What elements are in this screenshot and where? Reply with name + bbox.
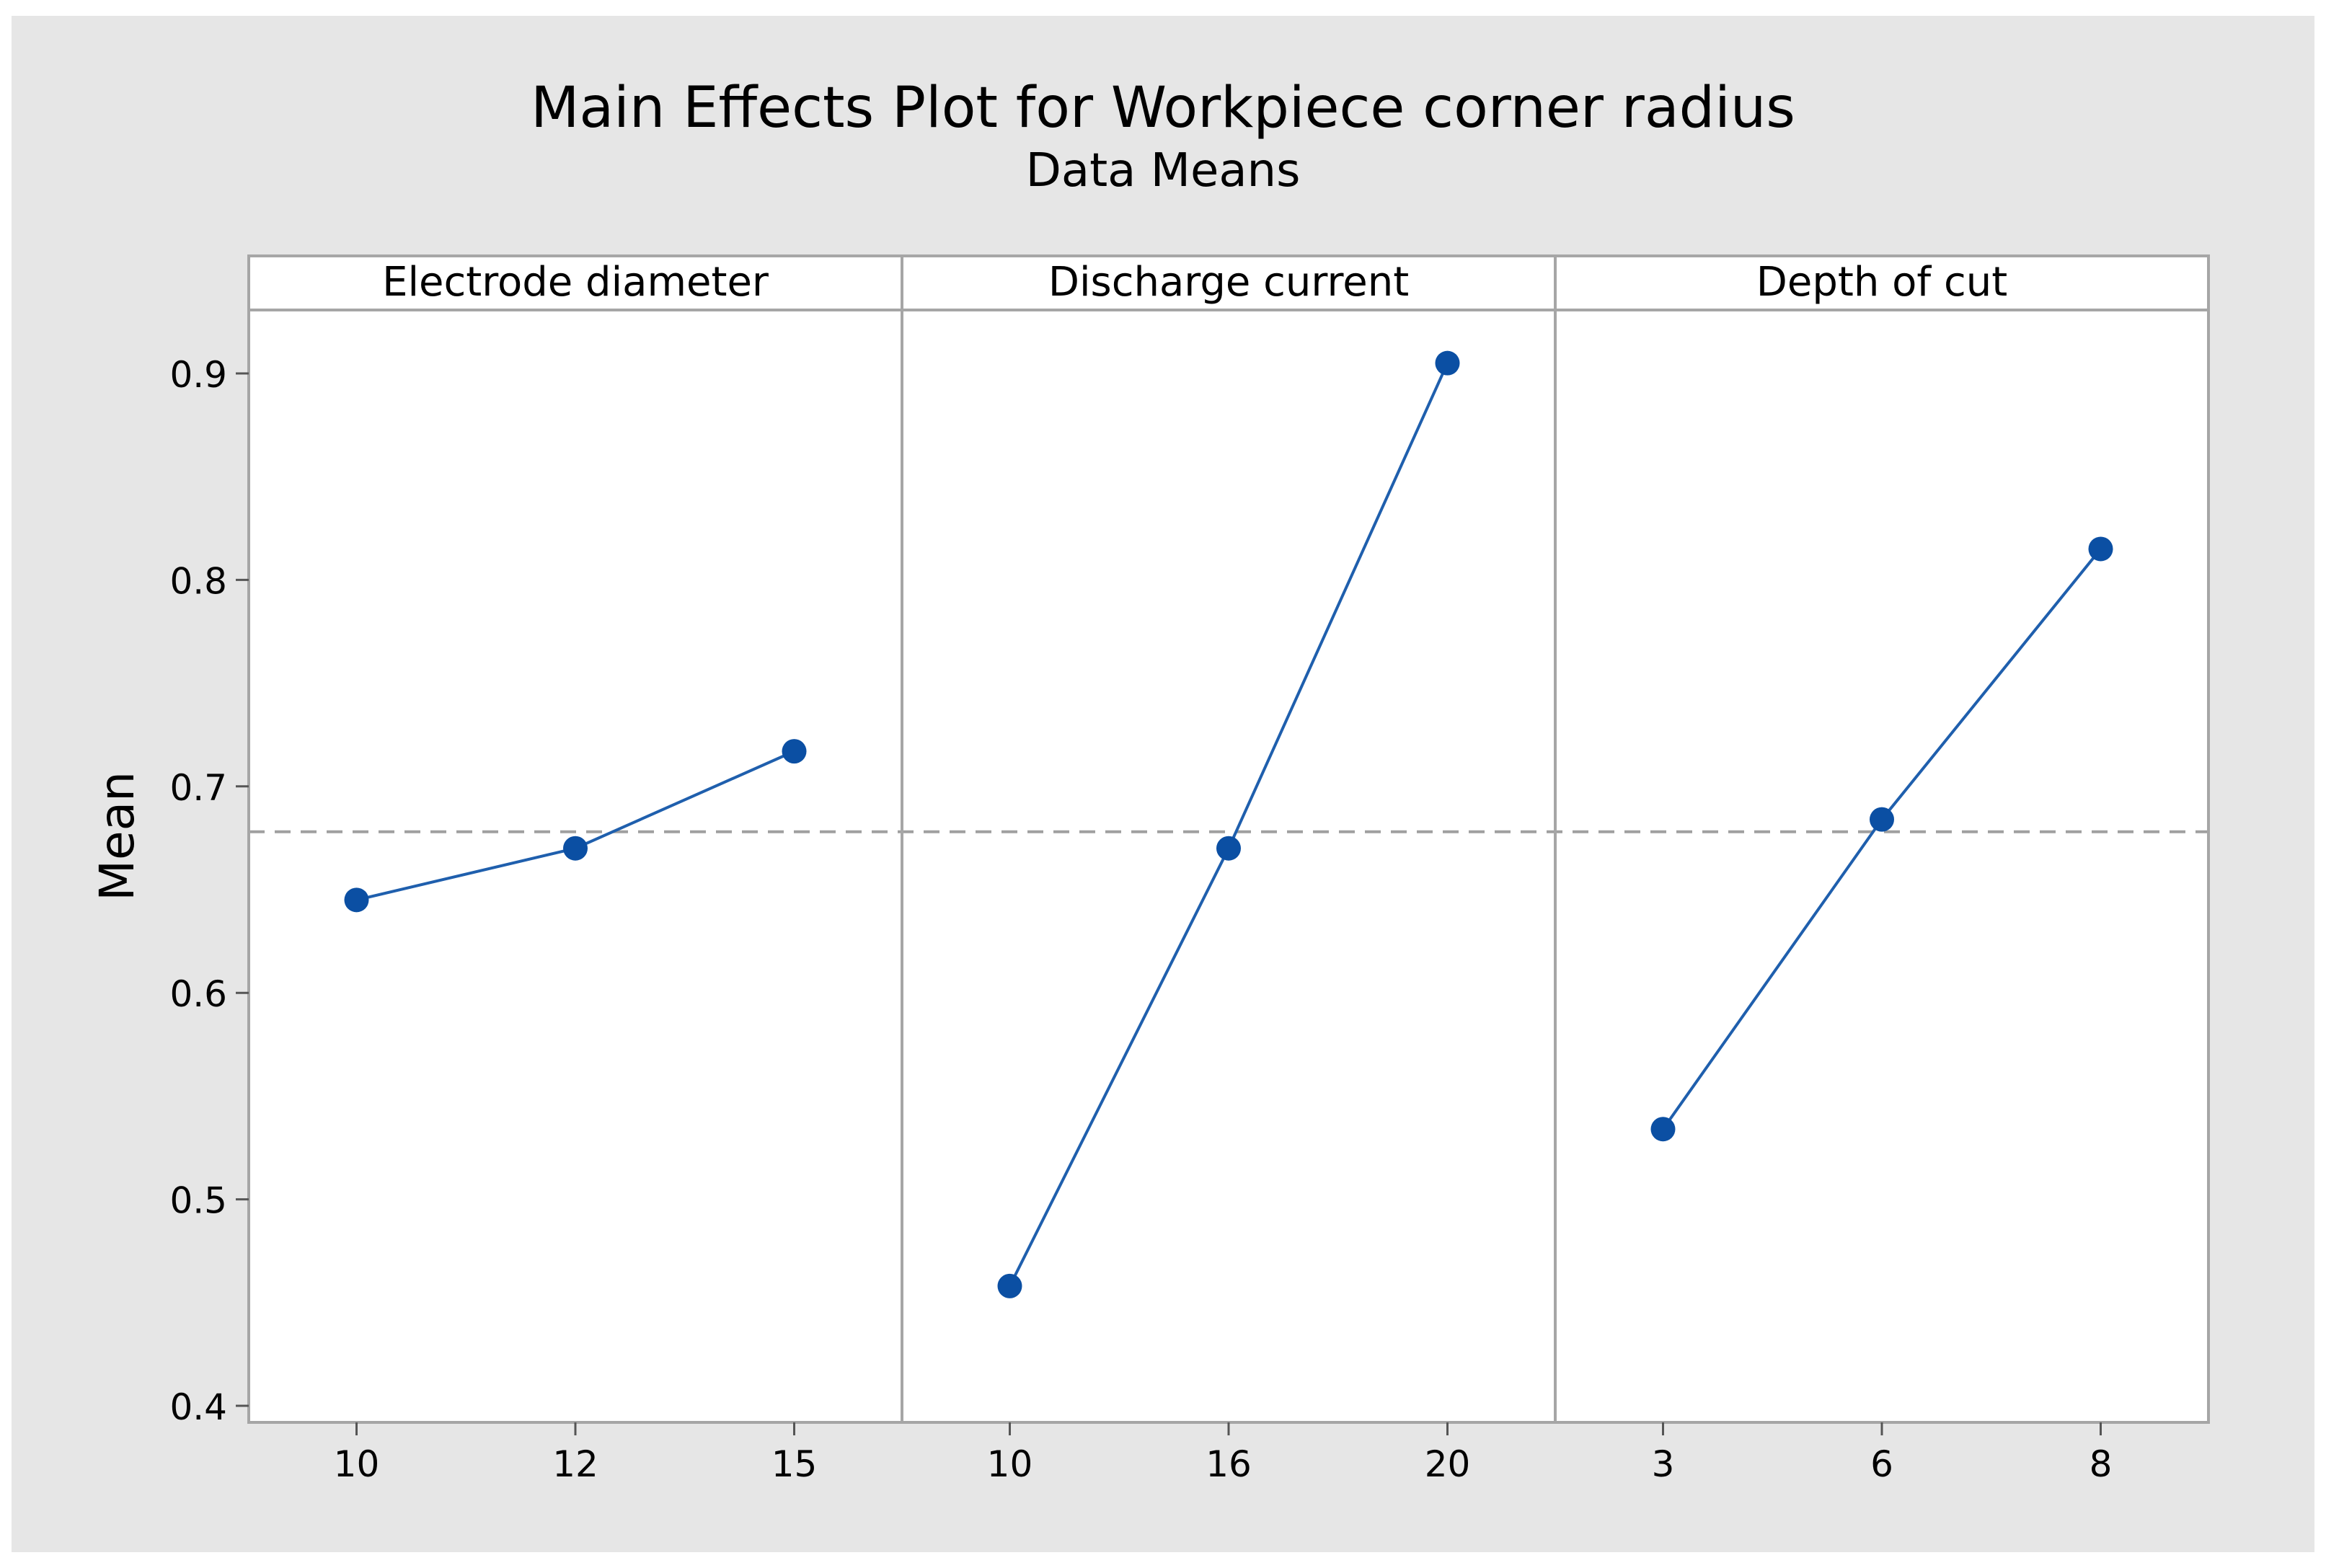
chart-subtitle: Data Means [1026,144,1301,198]
data-point [344,887,369,913]
data-point [1650,1117,1676,1142]
data-point [1435,350,1460,376]
y-tick-label: 0.6 [169,973,227,1015]
x-tick-label: 10 [334,1443,380,1485]
data-point [782,739,807,764]
y-tick-label: 0.5 [169,1180,227,1222]
y-axis-label: Mean [89,771,145,901]
x-tick-label: 6 [1870,1443,1893,1485]
panel-label: Depth of cut [1756,259,2007,306]
data-point [1870,807,1894,832]
x-tick-label: 16 [1206,1443,1252,1485]
x-tick-label: 15 [771,1443,818,1485]
x-tick-label: 8 [2090,1443,2113,1485]
x-tick-label: 12 [552,1443,598,1485]
y-tick-label: 0.8 [169,560,227,602]
y-tick-label: 0.4 [169,1386,227,1428]
x-tick-label: 20 [1425,1443,1471,1485]
data-point [1216,836,1241,861]
data-point [2088,536,2113,562]
data-point [997,1273,1022,1298]
x-tick-label: 3 [1652,1443,1675,1485]
chart-title: Main Effects Plot for Workpiece corner r… [531,76,1795,141]
panel-label: Discharge current [1048,259,1409,306]
data-point [563,836,588,861]
y-tick-label: 0.9 [169,354,227,396]
y-tick-label: 0.7 [169,767,227,809]
plot-area: 0.4 0.5 0.6 0.7 0.8 0.9 Electrode diameter 10 12… [169,254,2210,1485]
panel-label: Electrode diameter [382,259,769,306]
x-tick-label: 10 [987,1443,1033,1485]
